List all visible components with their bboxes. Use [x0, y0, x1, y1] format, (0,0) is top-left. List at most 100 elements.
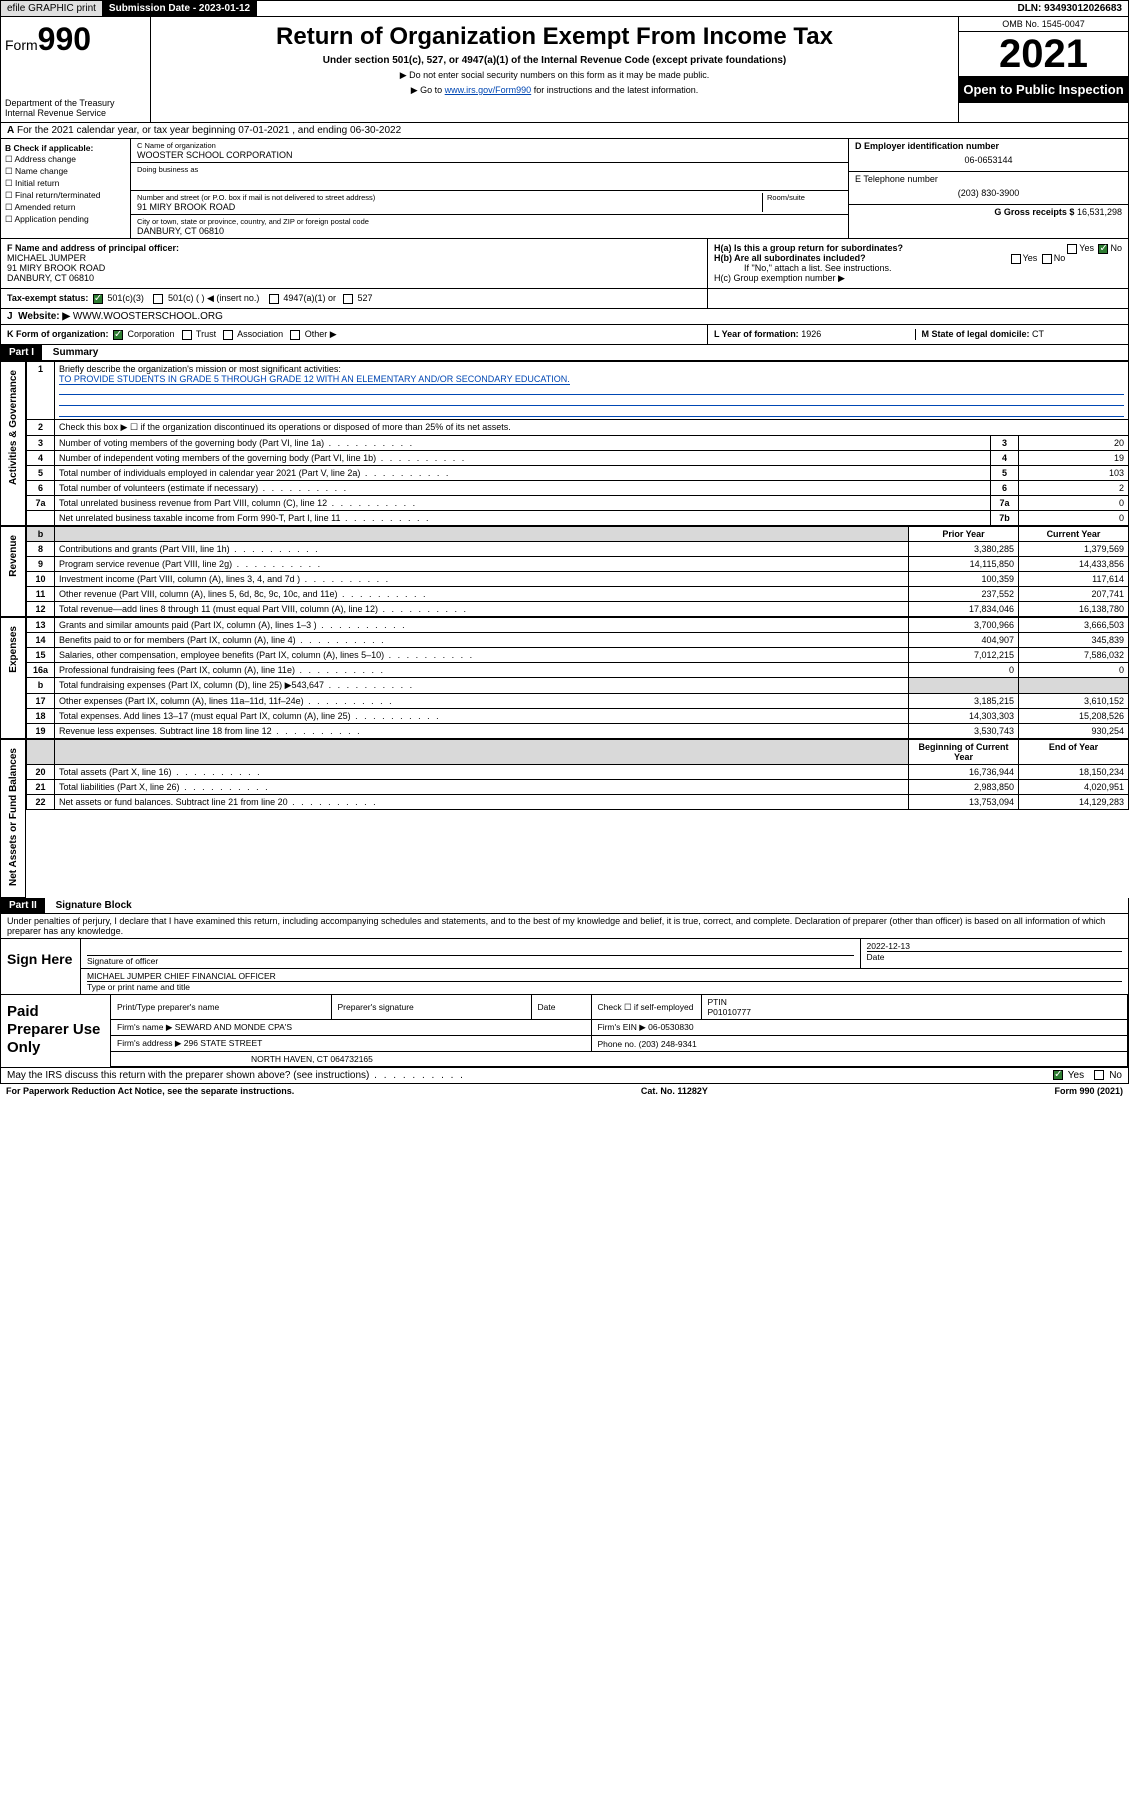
- may-yes[interactable]: [1053, 1070, 1063, 1080]
- ha-no[interactable]: [1098, 244, 1108, 254]
- ag-row-text: Number of voting members of the governin…: [55, 436, 991, 451]
- section-lm: L Year of formation: 1926 M State of leg…: [708, 325, 1128, 344]
- chk-527[interactable]: [343, 294, 353, 304]
- ha-lbl: H(a) Is this a group return for subordin…: [714, 243, 903, 253]
- addr-val: 91 MIRY BROOK ROAD: [137, 202, 762, 212]
- chk-other[interactable]: [290, 330, 300, 340]
- exp-row-text: Total expenses. Add lines 13–17 (must eq…: [55, 709, 909, 724]
- hb-yes[interactable]: [1011, 254, 1021, 264]
- chk-final-return[interactable]: ☐ Final return/terminated: [5, 190, 126, 201]
- foot-right: Form 990 (2021): [1054, 1086, 1123, 1096]
- paid-preparer-block: Paid Preparer Use Only Print/Type prepar…: [0, 995, 1129, 1068]
- rev-row-text: Other revenue (Part VIII, column (A), li…: [55, 587, 909, 602]
- chk-app-pending[interactable]: ☐ Application pending: [5, 214, 126, 225]
- exp-row-text: Other expenses (Part IX, column (A), lin…: [55, 694, 909, 709]
- city-val: DANBURY, CT 06810: [137, 226, 842, 236]
- org-name: WOOSTER SCHOOL CORPORATION: [137, 150, 842, 160]
- sign-right: Signature of officer 2022-12-13 Date MIC…: [81, 939, 1128, 994]
- dln-label: DLN: 93493012026683: [1011, 1, 1128, 16]
- section-i: Tax-exempt status: 501(c)(3) 501(c) ( ) …: [1, 289, 708, 308]
- net-table: Beginning of Current YearEnd of Year 20T…: [26, 739, 1129, 810]
- dba-box: Doing business as: [131, 163, 848, 191]
- officer-name: MICHAEL JUMPER: [7, 253, 86, 263]
- chk-trust[interactable]: [182, 330, 192, 340]
- irs-link[interactable]: www.irs.gov/Form990: [445, 85, 532, 95]
- chk-assoc[interactable]: [223, 330, 233, 340]
- form-header: Form990 Department of the Treasury Inter…: [0, 17, 1129, 123]
- note2-post: for instructions and the latest informat…: [531, 85, 698, 95]
- form-note1: ▶ Do not enter social security numbers o…: [157, 70, 952, 81]
- form-note2: ▶ Go to www.irs.gov/Form990 for instruct…: [157, 85, 952, 96]
- col-end: End of Year: [1019, 740, 1129, 765]
- firm-ph-lbl: Phone no.: [598, 1039, 637, 1049]
- addr-box: Number and street (or P.O. box if mail i…: [131, 191, 848, 215]
- ein-lbl2: Firm's EIN ▶: [598, 1022, 646, 1032]
- section-bcdeg: B Check if applicable: ☐ Address change …: [0, 139, 1129, 239]
- section-ij: Tax-exempt status: 501(c)(3) 501(c) ( ) …: [0, 289, 1129, 309]
- gross-lbl: G Gross receipts $: [994, 207, 1074, 217]
- foot-mid: Cat. No. 11282Y: [641, 1086, 708, 1096]
- may-no[interactable]: [1094, 1070, 1104, 1080]
- chk-name-change[interactable]: ☐ Name change: [5, 166, 126, 177]
- prep-date-hdr: Date: [531, 995, 591, 1020]
- chk-address-change[interactable]: ☐ Address change: [5, 154, 126, 165]
- firm-ph: (203) 248-9341: [639, 1039, 697, 1049]
- note2-pre: ▶ Go to: [411, 85, 445, 95]
- footer: For Paperwork Reduction Act Notice, see …: [0, 1084, 1129, 1098]
- prep-selfemp: Check ☐ if self-employed: [591, 995, 701, 1020]
- firm-lbl: Firm's name ▶: [117, 1022, 172, 1032]
- prep-sig-hdr: Preparer's signature: [331, 995, 531, 1020]
- room-lbl: Room/suite: [767, 193, 842, 202]
- vlabel-rev: Revenue: [0, 526, 26, 617]
- tax-status-lbl: Tax-exempt status:: [7, 293, 88, 303]
- dept-label: Department of the Treasury Internal Reve…: [5, 98, 146, 118]
- paid-title: Paid Preparer Use Only: [1, 995, 111, 1067]
- city-lbl: City or town, state or province, country…: [137, 217, 842, 226]
- rev-row-text: Contributions and grants (Part VIII, lin…: [55, 542, 909, 557]
- chk-amended-return[interactable]: ☐ Amended return: [5, 202, 126, 213]
- org-name-lbl: C Name of organization: [137, 141, 842, 150]
- part2-header: Part II Signature Block: [0, 898, 1129, 914]
- firm-addr-lbl: Firm's address ▶: [117, 1038, 181, 1048]
- chk-501c3[interactable]: [93, 294, 103, 304]
- chk-4947[interactable]: [269, 294, 279, 304]
- l2-text: Check this box ▶ ☐ if the organization d…: [55, 420, 1129, 436]
- yof-val: 1926: [801, 329, 821, 339]
- exp-row-text: Professional fundraising fees (Part IX, …: [55, 663, 909, 678]
- domicile-val: CT: [1032, 329, 1044, 339]
- form-subtitle: Under section 501(c), 527, or 4947(a)(1)…: [157, 55, 952, 66]
- rev-block: Revenue bPrior YearCurrent Year 8Contrib…: [0, 526, 1129, 617]
- chk-corp[interactable]: [113, 330, 123, 340]
- exp-row-text: Benefits paid to or for members (Part IX…: [55, 633, 909, 648]
- section-klm: K Form of organization: Corporation Trus…: [0, 325, 1129, 345]
- vlabel-ag: Activities & Governance: [0, 361, 26, 526]
- sig-officer-lbl: Signature of officer: [87, 955, 854, 966]
- hb-lbl: H(b) Are all subordinates included?: [714, 253, 866, 263]
- section-b: B Check if applicable: ☐ Address change …: [1, 139, 131, 238]
- ag-table: 1 Briefly describe the organization's mi…: [26, 361, 1129, 526]
- firm-addr2: NORTH HAVEN, CT 064732165: [111, 1052, 1128, 1067]
- l1-cell: Briefly describe the organization's miss…: [55, 362, 1129, 420]
- exp-row-text: Revenue less expenses. Subtract line 18 …: [55, 724, 909, 739]
- form-number: Form990: [5, 21, 146, 58]
- section-g: G Gross receipts $ 16,531,298: [849, 205, 1128, 219]
- submission-date-button[interactable]: Submission Date - 2023-01-12: [103, 1, 257, 16]
- form-num: 990: [38, 21, 91, 57]
- ein-val: 06-0653144: [855, 151, 1122, 169]
- hb-no[interactable]: [1042, 254, 1052, 264]
- section-j: J Website: ▶ WWW.WOOSTERSCHOOL.ORG: [0, 309, 1129, 325]
- open-inspection-label: Open to Public Inspection: [959, 76, 1128, 103]
- chk-initial-return[interactable]: ☐ Initial return: [5, 178, 126, 189]
- ha-yes[interactable]: [1067, 244, 1077, 254]
- header-left: Form990 Department of the Treasury Inter…: [1, 17, 151, 122]
- section-fh: F Name and address of principal officer:…: [0, 239, 1129, 289]
- website-val: WWW.WOOSTERSCHOOL.ORG: [73, 311, 223, 322]
- section-k: K Form of organization: Corporation Trus…: [1, 325, 708, 344]
- domicile-lbl: M State of legal domicile:: [922, 329, 1030, 339]
- chk-501c[interactable]: [153, 294, 163, 304]
- net-block: Net Assets or Fund Balances Beginning of…: [0, 739, 1129, 898]
- ag-row-text: Total unrelated business revenue from Pa…: [55, 496, 991, 511]
- ag-row-text: Total number of volunteers (estimate if …: [55, 481, 991, 496]
- section-b-title: B Check if applicable:: [5, 143, 93, 153]
- website-lbl: Website: ▶: [18, 311, 70, 322]
